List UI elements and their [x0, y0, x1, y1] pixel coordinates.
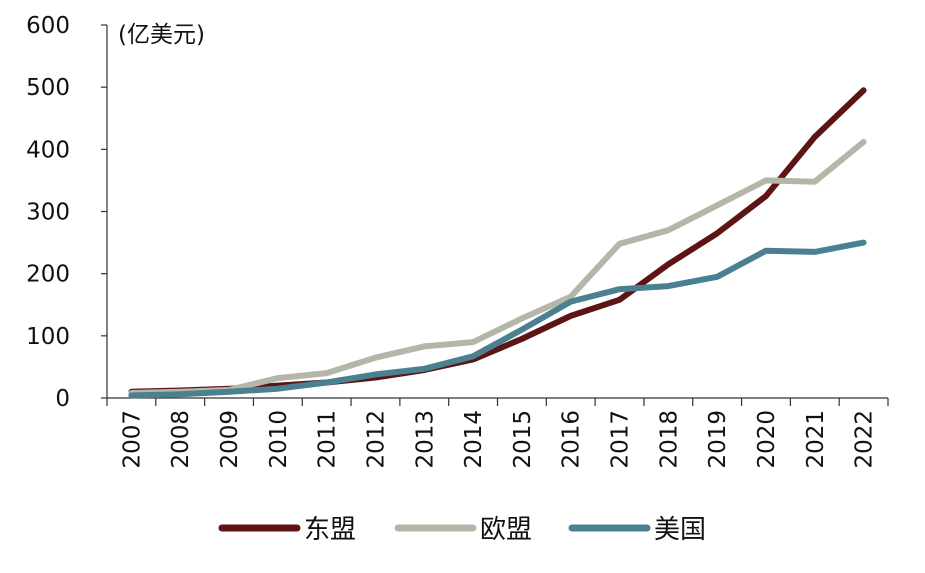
legend-label-2: 美国 — [654, 515, 706, 545]
series-line-2 — [128, 239, 867, 399]
x-tick-label: 2021 — [803, 410, 829, 469]
x-axis: 2007 2008 2009 2010 2011 2012 2013 2014 2015 2016… — [106, 397, 889, 469]
series-layer — [128, 87, 867, 399]
x-tick-label: 2010 — [266, 410, 292, 469]
y-tick-label: 500 — [26, 75, 70, 101]
x-tick-label: 2013 — [412, 410, 438, 469]
x-tick-label: 2012 — [363, 410, 389, 469]
unit-label: (亿美元) — [118, 22, 205, 48]
legend-label-0: 东盟 — [304, 515, 356, 545]
y-tick-label: 400 — [26, 137, 70, 163]
x-tick-label: 2008 — [168, 410, 194, 469]
x-tick-label: 2009 — [217, 410, 243, 469]
x-tick-label: 2014 — [461, 410, 487, 469]
x-tick-label: 2019 — [705, 410, 731, 469]
x-tick-label: 2017 — [608, 410, 634, 469]
x-tick-label: 2011 — [315, 410, 341, 469]
series-line-0 — [128, 87, 867, 395]
x-tick-label: 2007 — [119, 410, 145, 469]
y-tick-label: 0 — [55, 386, 70, 412]
x-tick-label: 2015 — [510, 410, 536, 469]
legend: 东盟 欧盟 美国 — [218, 515, 706, 545]
series-line-1 — [128, 138, 867, 396]
y-axis: 0 100 200 300 400 500 600 — [26, 13, 108, 412]
y-tick-label: 100 — [26, 324, 70, 350]
y-tick-label: 200 — [26, 262, 70, 288]
x-tick-label: 2020 — [754, 410, 780, 469]
x-tick-label: 2022 — [852, 410, 878, 469]
x-tick-label: 2018 — [656, 410, 682, 469]
y-tick-label: 600 — [26, 13, 70, 39]
y-tick-label: 300 — [26, 200, 70, 226]
legend-label-1: 欧盟 — [480, 515, 532, 545]
x-tick-label: 2016 — [559, 410, 585, 469]
